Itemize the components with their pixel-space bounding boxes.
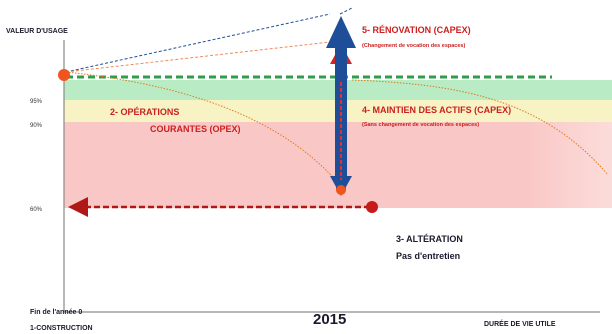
start-dot — [58, 69, 70, 81]
operations-line-2: COURANTES (OPEX) — [150, 124, 241, 134]
x-axis-label: DURÉE DE VIE UTILE — [484, 319, 556, 328]
year-label: 2015 — [313, 311, 346, 328]
alteration-line-1: 3- ALTÉRATION — [396, 234, 463, 244]
orange-dashed-line — [65, 41, 331, 73]
renovation-subtitle: (Changement de vocation des espaces) — [362, 43, 465, 49]
alteration-line-2: Pas d'entretien — [396, 251, 460, 261]
maintien-subtitle: (Sans changement de vocation des espaces… — [362, 122, 479, 128]
level-95-label: 95% — [30, 99, 43, 105]
y-axis-label: VALEUR D'USAGE — [6, 28, 68, 35]
degradation-curve — [65, 71, 341, 186]
maintien-title: 4- MAINTIEN DES ACTIFS (CAPEX) — [362, 105, 511, 115]
operations-line-1: 2- OPÉRATIONS — [110, 107, 179, 117]
renovation-title: 5- RÉNOVATION (CAPEX) — [362, 25, 471, 35]
renovation-dashed-extension — [339, 7, 353, 15]
origin-label-1: Fin de l'année 0 — [30, 309, 82, 316]
renovation-dashed-line — [65, 13, 331, 73]
level-90-label: 90% — [30, 123, 43, 129]
bottom-orange-dot — [336, 185, 346, 195]
level-60-label: 60% — [30, 207, 43, 213]
origin-label-2: 1-CONSTRUCTION — [30, 325, 93, 332]
alteration-dot — [366, 201, 378, 213]
renovation-arrowhead-up — [326, 16, 356, 48]
degradation-curve-right — [351, 79, 609, 176]
